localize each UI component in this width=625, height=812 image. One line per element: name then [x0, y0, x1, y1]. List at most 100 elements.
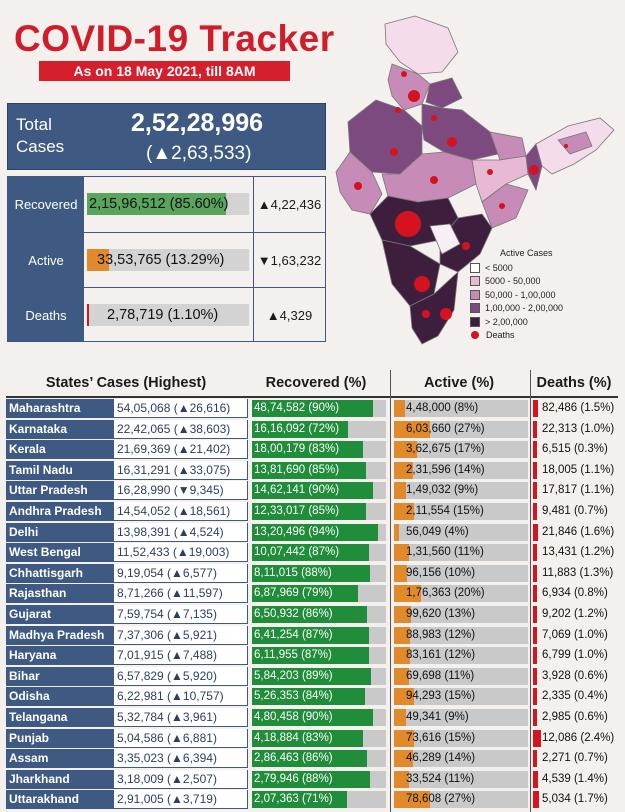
recovered-bar: 2,79,946 (88%) [252, 770, 386, 788]
state-name: Chhattisgarh [6, 563, 114, 583]
active-value: 99,620 (13%) [406, 608, 476, 620]
state-cases: 5,32,784 (▲3,961) [114, 708, 248, 727]
state-name: Andhra Pradesh [6, 502, 114, 521]
active-bar-fill [394, 791, 431, 809]
states-table: States’ Cases (Highest) Recovered (%) Ac… [6, 370, 618, 812]
legend-label: < 5000 [485, 262, 513, 273]
recovered-value: 4,18,884 (83%) [254, 731, 333, 744]
deaths-bar: 6,515 (0.3%) [533, 441, 617, 459]
legend-item: < 5000 [470, 261, 563, 275]
deaths-value: 3,928 (0.6%) [542, 669, 608, 682]
active-value: 49,341 (9%) [406, 711, 469, 723]
recovered-bar-fill [252, 461, 366, 479]
recovered-value: 6,50,932 (86%) [254, 608, 333, 620]
recovered-bar: 13,81,690 (85%) [252, 461, 386, 479]
legend-label: Deaths [486, 330, 515, 341]
recovered-bar: 5,84,203 (89%) [252, 667, 386, 685]
table-row: Gujarat 7,59,754 (▲7,135) 6,50,932 (86%) 99… [6, 605, 618, 626]
map-region-tamilnadu [409, 270, 459, 345]
deaths-value: 6,515 (0.3%) [542, 443, 608, 456]
state-name: Haryana [6, 646, 114, 666]
death-dot [499, 203, 505, 209]
state-name: West Bengal [6, 543, 114, 563]
recovered-bar-fill [252, 647, 369, 665]
table-row: Tamil Nadu 16,31,291 (▲33,075) 13,81,690 (… [6, 460, 618, 482]
active-bar-fill [394, 667, 409, 685]
deaths-value: 7,069 (1.0%) [542, 628, 608, 641]
deaths-bar: 18,005 (1.1%) [533, 461, 617, 479]
active-bar-fill [394, 564, 408, 582]
state-cases: 7,37,306 (▲5,921) [114, 625, 248, 645]
table-row: Chhattisgarh 9,19,054 (▲6,577) 8,11,015 (8… [6, 563, 618, 585]
active-bar: 33,524 (11%) [394, 770, 528, 788]
state-cases: 7,01,915 (▲7,488) [114, 646, 248, 666]
state-name: Odisha [6, 687, 114, 707]
recovered-bar: 48,74,582 (90%) [252, 400, 386, 417]
deaths-value: 6,934 (0.8%) [542, 587, 608, 600]
death-dot [440, 308, 452, 320]
state-cases: 16,31,291 (▲33,075) [114, 460, 248, 480]
total-cases-delta: (▲2,63,533) [146, 143, 252, 164]
recovered-bar-fill [252, 667, 372, 685]
deaths-bar: 2,271 (0.7%) [533, 750, 617, 768]
active-value: 4,48,000 (8%) [406, 402, 479, 414]
legend-swatch [470, 303, 480, 314]
active-bar: 73,616 (15%) [394, 729, 528, 747]
state-name: Kerala [6, 440, 114, 460]
recovered-bar-fill [252, 441, 364, 459]
deaths-bar-fill [533, 503, 537, 520]
deaths-bar-fill [533, 441, 537, 459]
recovered-bar-fill [252, 770, 370, 788]
summary-value: 2,78,719 (1.10%) [107, 307, 219, 323]
state-name: Delhi [6, 522, 114, 542]
deaths-bar-fill [533, 770, 538, 788]
recovered-bar: 18,00,179 (83%) [252, 441, 386, 459]
deaths-bar-fill [533, 709, 537, 726]
state-cases: 2,91,005 (▲3,719) [114, 790, 248, 810]
map-region-bihar [489, 131, 527, 161]
legend-swatch [470, 289, 480, 300]
recovered-bar: 12,33,017 (85%) [252, 503, 386, 520]
state-cases: 16,28,990 (▼9,345) [114, 481, 248, 501]
active-value: 1,49,032 (9%) [406, 484, 479, 497]
deaths-bar-fill [533, 647, 537, 665]
deaths-value: 2,335 (0.4%) [542, 690, 608, 703]
state-name: Gujarat [6, 605, 114, 624]
active-bar-fill [394, 523, 400, 541]
state-name: Uttar Pradesh [6, 481, 114, 501]
deaths-value: 13,431 (1.2%) [542, 546, 615, 559]
state-name: Bihar [6, 666, 114, 686]
summary-bar-fill [87, 249, 109, 271]
death-dot [487, 169, 493, 175]
active-bar: 2,11,554 (15%) [394, 503, 528, 520]
map-region-north [384, 15, 459, 75]
active-value: 3,62,675 (17%) [406, 443, 485, 456]
summary-panel: Recovered 2,15,96,512 (85.60%) ▲4,22,436… [7, 176, 326, 342]
summary-bar-fill [87, 304, 89, 326]
recovered-value: 2,07,363 (71%) [254, 793, 333, 806]
summary-bar: 33,53,765 (13.29%) [87, 249, 249, 271]
legend-label: 5000 - 50,000 [485, 276, 541, 287]
summary-value: 33,53,765 (13.29%) [97, 252, 225, 268]
recovered-bar-fill [252, 791, 348, 809]
legend-item: 5000 - 50,000 [470, 275, 563, 289]
active-bar: 49,341 (9%) [394, 709, 528, 726]
state-cases: 9,19,054 (▲6,577) [114, 563, 248, 583]
recovered-bar: 2,07,363 (71%) [252, 791, 386, 809]
death-markers [354, 71, 568, 320]
deaths-bar-fill [533, 482, 537, 500]
recovered-bar-fill [252, 585, 358, 603]
legend-item-deaths: Deaths [470, 329, 563, 343]
deaths-bar: 2,985 (0.6%) [533, 709, 617, 726]
summary-delta: ▼1,63,232 [253, 233, 325, 287]
table-row: Jharkhand 3,18,009 (▲2,507) 2,79,946 (88%)… [6, 769, 618, 791]
deaths-bar: 9,202 (1.2%) [533, 606, 617, 623]
deaths-bar: 21,846 (1.6%) [533, 523, 617, 541]
state-name: Rajasthan [6, 584, 114, 604]
death-dot [529, 165, 539, 175]
summary-label: Recovered [8, 177, 84, 232]
active-bar-fill [394, 482, 407, 500]
death-dot [431, 115, 437, 121]
recovered-value: 4,80,458 (90%) [254, 711, 333, 723]
recovered-value: 6,87,969 (79%) [254, 587, 333, 600]
